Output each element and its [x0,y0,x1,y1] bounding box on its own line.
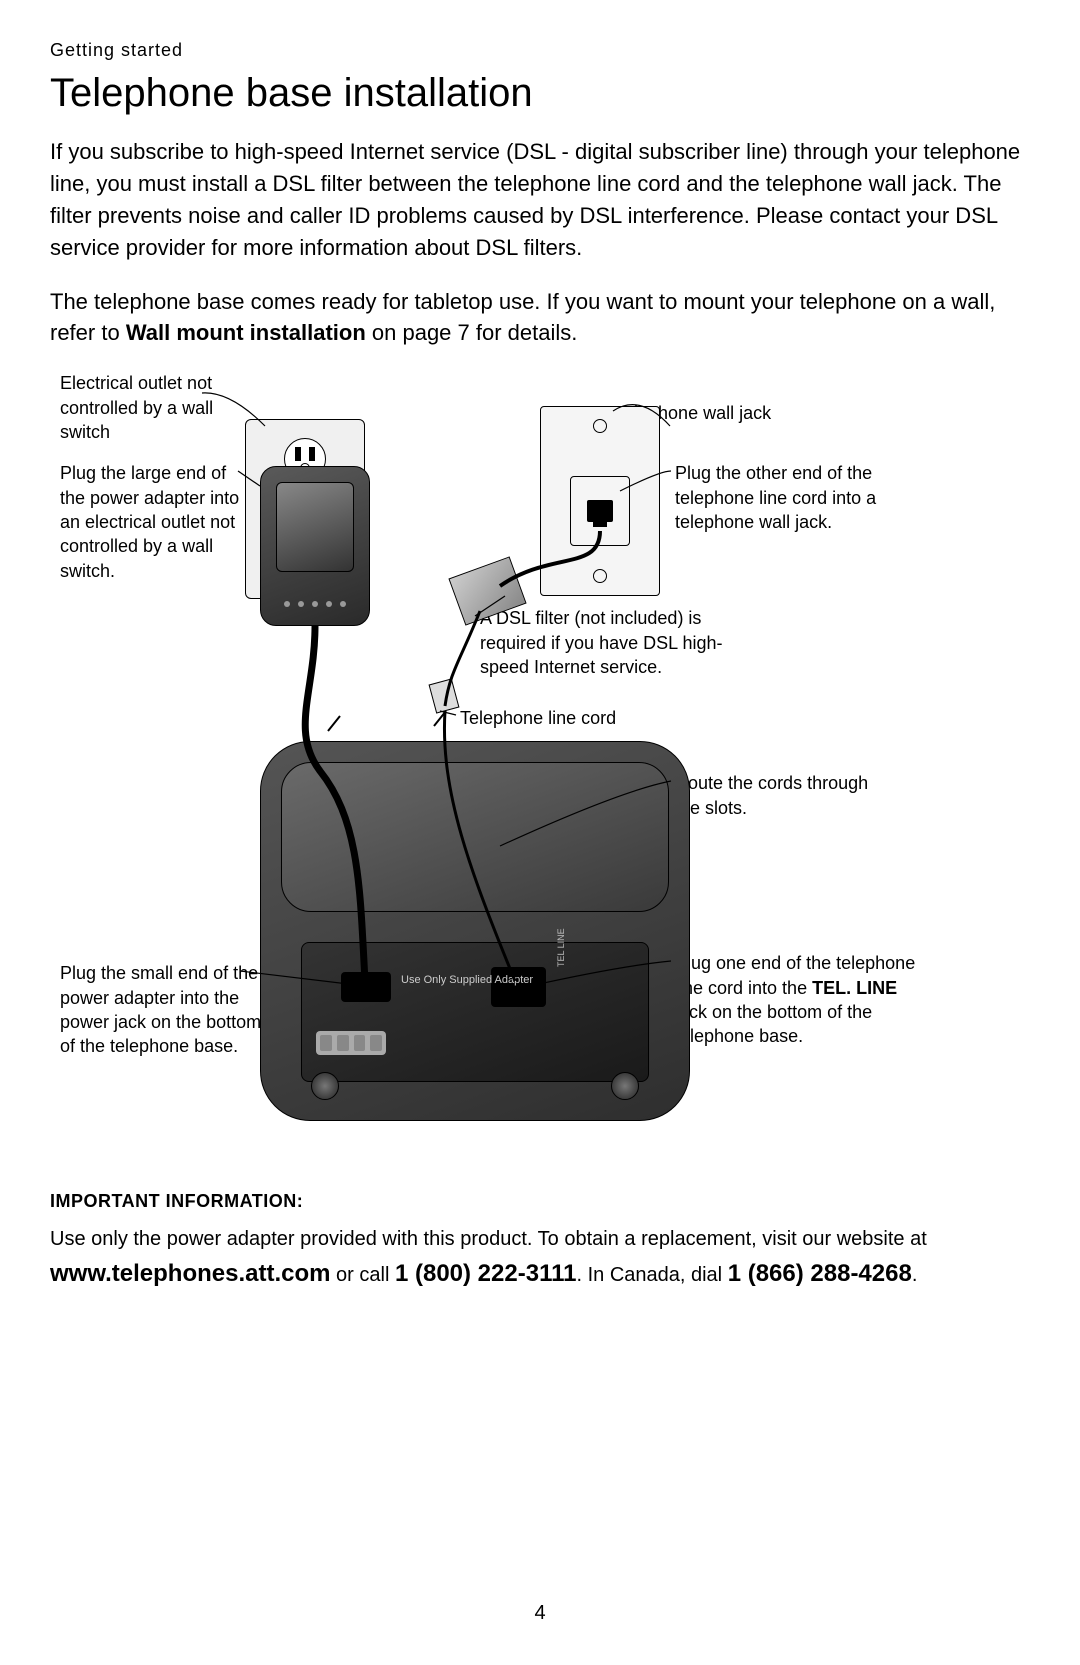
wall-jack-icon [540,406,660,596]
callout-plug-small: Plug the small end of the power adapter … [60,961,270,1058]
callout-route-cords: Route the cords through the slots. [675,771,895,820]
callout-dsl-filter: A DSL filter (not included) is required … [480,606,760,679]
section-label: Getting started [50,40,1030,61]
important-section: IMPORTANT INFORMATION: Use only the powe… [50,1191,1030,1292]
rj-connector-icon [429,679,460,714]
important-phone-ca: 1 (866) 288-4268 [728,1260,912,1287]
power-adapter-icon [260,466,370,626]
installation-diagram: Electrical outlet not controlled by a wa… [60,371,1020,1151]
para2-post: on page 7 for details. [366,320,578,345]
page-title: Telephone base installation [50,71,1030,116]
important-heading: IMPORTANT INFORMATION: [50,1191,1030,1212]
important-body: Use only the power adapter provided with… [50,1224,1030,1292]
paragraph-1: If you subscribe to high-speed Internet … [50,136,1030,264]
important-mid1: or call [331,1264,395,1286]
important-mid2: . In Canada, dial [576,1264,727,1286]
important-pre: Use only the power adapter provided with… [50,1228,927,1250]
page-number: 4 [534,1602,545,1625]
important-end: . [912,1264,918,1286]
paragraph-2: The telephone base comes ready for table… [50,286,1030,350]
adapter-internal-label: Use Only Supplied Adapter [401,974,533,986]
tel-line-internal-label: TEL LINE [556,929,566,968]
plug-one-post: jack on the bottom of the telephone base… [675,1002,872,1046]
callout-outlet-note: Electrical outlet not controlled by a wa… [60,371,260,444]
callout-line-cord: Telephone line cord [460,706,710,730]
callout-plug-large: Plug the large end of the power adapter … [60,461,250,582]
callout-plug-other: Plug the other end of the telephone line… [675,461,925,534]
callout-plug-one: Plug one end of the telephone line cord … [675,951,925,1048]
important-website: www.telephones.att.com [50,1260,331,1287]
plug-one-bold: TEL. LINE [812,978,897,998]
para2-bold: Wall mount installation [126,320,366,345]
telephone-base-icon: Use Only Supplied Adapter TEL LINE [260,741,690,1121]
important-phone-us: 1 (800) 222-3111 [395,1260,577,1287]
